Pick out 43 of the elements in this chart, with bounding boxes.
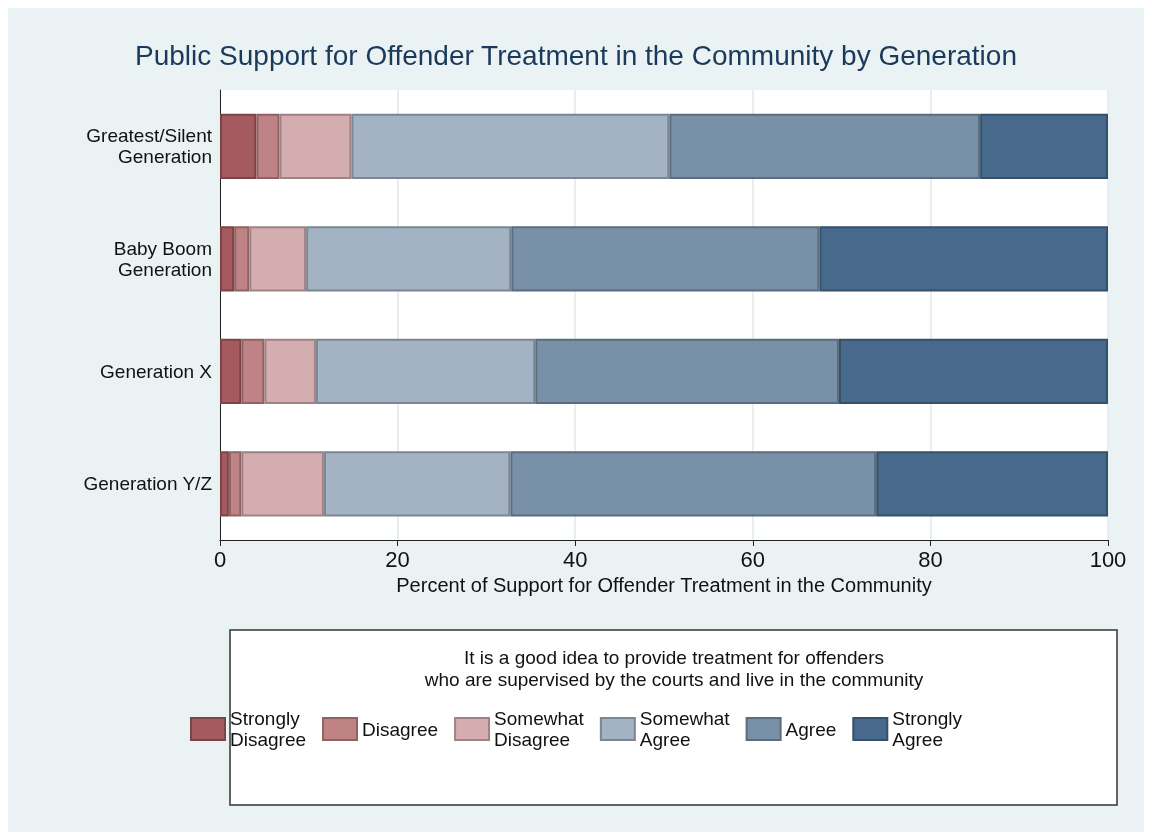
x-tick-label: 100 <box>1089 546 1127 572</box>
bar <box>819 226 1108 292</box>
bar <box>220 338 242 404</box>
bar <box>838 338 1108 404</box>
bar <box>323 451 511 517</box>
legend-label: Strongly Disagree <box>229 708 307 750</box>
bar <box>256 113 280 179</box>
x-tick-label: 40 <box>562 546 588 572</box>
bar <box>220 451 229 517</box>
legend-label: Somewhat Agree <box>639 708 731 750</box>
x-tick-label: 80 <box>918 546 943 572</box>
x-axis-title: Percent of Support for Offender Treatment in the Community <box>396 573 932 596</box>
bar <box>220 226 235 292</box>
x-tick-label: 60 <box>740 546 766 572</box>
chart-title: Public Support for Offender Treatment in the Community by Generation <box>135 39 1017 71</box>
bar <box>876 451 1108 517</box>
bar <box>234 226 250 292</box>
bar <box>241 451 324 517</box>
bar <box>264 338 316 404</box>
legend-label: Strongly Agree <box>892 708 963 750</box>
x-tick-label: 20 <box>385 546 410 572</box>
bar <box>315 338 536 404</box>
legend-label: Somewhat Disagree <box>494 708 585 750</box>
bar <box>510 451 877 517</box>
y-tick-label: Generation X <box>100 360 213 382</box>
y-tick-label: Baby Boom Generation <box>113 237 212 280</box>
legend-title: It is a good idea to provide treatment for offenders who are supervised by the courts and live in the community <box>423 646 924 690</box>
bar <box>279 113 352 179</box>
bar <box>980 113 1108 179</box>
bar <box>249 226 307 292</box>
x-tick-label: 0 <box>213 546 227 572</box>
bar <box>511 226 820 292</box>
bar <box>535 338 839 404</box>
bar <box>220 113 257 179</box>
legend-label: Disagree <box>362 718 439 740</box>
legend-label: Agree <box>785 718 837 740</box>
bar <box>306 226 512 292</box>
bar <box>669 113 981 179</box>
bar <box>241 338 265 404</box>
y-tick-label: Generation Y/Z <box>83 473 213 495</box>
bar <box>351 113 670 179</box>
bar <box>228 451 242 517</box>
y-tick-label: Greatest/Silent Generation <box>86 125 213 168</box>
